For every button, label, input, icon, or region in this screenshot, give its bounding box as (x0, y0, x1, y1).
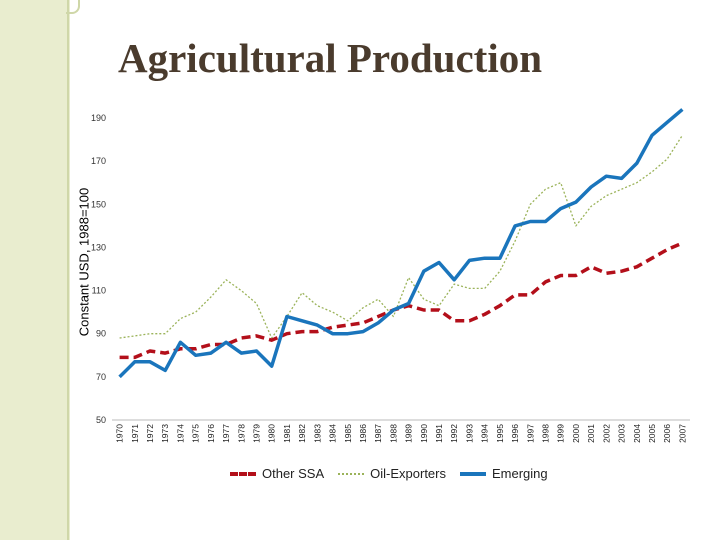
x-tick-label: 1998 (541, 424, 551, 443)
x-tick-label: 1977 (221, 424, 231, 443)
legend-swatch-oil-exporters (338, 472, 365, 475)
x-tick-label: 1996 (510, 424, 520, 443)
x-tick-label: 2002 (601, 424, 611, 443)
x-tick-label: 2006 (662, 424, 672, 443)
x-tick-label: 1991 (434, 424, 444, 443)
x-tick-label: 1985 (343, 424, 353, 443)
x-tick-label: 1984 (328, 424, 338, 443)
y-tick-label: 130 (91, 242, 106, 252)
y-tick-label: 50 (96, 415, 106, 425)
x-tick-label: 1980 (267, 424, 277, 443)
y-tick-label: 150 (91, 199, 106, 209)
x-tick-label: 1982 (297, 424, 307, 443)
x-tick-label: 1974 (175, 424, 185, 443)
series-line-emerging (118, 108, 684, 379)
x-tick-label: 1986 (358, 424, 368, 443)
y-tick-label: 190 (91, 113, 106, 123)
chart-title: Agricultural Production (118, 35, 543, 81)
side-decoration-line (67, 0, 69, 540)
y-tick-label: 170 (91, 156, 106, 166)
x-tick-label: 1972 (145, 424, 155, 443)
x-tick-label: 1988 (388, 424, 398, 443)
chart-legend: Other SSA Oil-Exporters Emerging (230, 466, 548, 481)
legend-item-other-ssa: Other SSA (230, 466, 324, 481)
x-tick-label: 1997 (525, 424, 535, 443)
x-tick-label: 1987 (373, 424, 383, 443)
x-tick-label: 2003 (617, 424, 627, 443)
x-tick-label: 1989 (404, 424, 414, 443)
x-tick-label: 1973 (160, 424, 170, 443)
legend-swatch-other-ssa (230, 471, 256, 476)
x-tick-label: 1978 (236, 424, 246, 443)
x-tick-label: 1994 (480, 424, 490, 443)
series-line-oil-exporters (119, 134, 683, 339)
x-tick-label: 1975 (191, 424, 201, 443)
x-tick-label: 2000 (571, 424, 581, 443)
x-tick-label: 1993 (464, 424, 474, 443)
corner-decoration (66, 0, 80, 14)
y-tick-label: 70 (96, 372, 106, 382)
x-tick-label: 2005 (647, 424, 657, 443)
x-tick-label: 1970 (115, 424, 125, 443)
x-tick-label: 1979 (252, 424, 262, 443)
y-tick-label: 90 (96, 329, 106, 339)
series-line-other-ssa (119, 241, 684, 360)
x-tick-label: 1976 (206, 424, 216, 443)
x-tick-label: 2007 (677, 424, 687, 443)
x-tick-label: 1981 (282, 424, 292, 443)
x-tick-label: 2004 (632, 424, 642, 443)
x-tick-label: 1990 (419, 424, 429, 443)
side-decoration-band (0, 0, 70, 540)
legend-swatch-emerging (460, 471, 486, 476)
x-tick-label: 1992 (449, 424, 459, 443)
x-tick-label: 1971 (130, 424, 140, 443)
x-tick-label: 1983 (312, 424, 322, 443)
legend-label-other-ssa: Other SSA (262, 466, 325, 481)
legend-item-oil-exporters: Oil-Exporters (338, 466, 446, 481)
legend-label-emerging: Emerging (492, 466, 548, 481)
legend-item-emerging: Emerging (460, 466, 548, 481)
x-tick-label: 2001 (586, 424, 596, 443)
y-tick-label: 110 (92, 286, 106, 296)
x-tick-label: 1999 (556, 424, 566, 443)
legend-label-oil-exporters: Oil-Exporters (370, 466, 446, 481)
x-tick-label: 1995 (495, 424, 505, 443)
